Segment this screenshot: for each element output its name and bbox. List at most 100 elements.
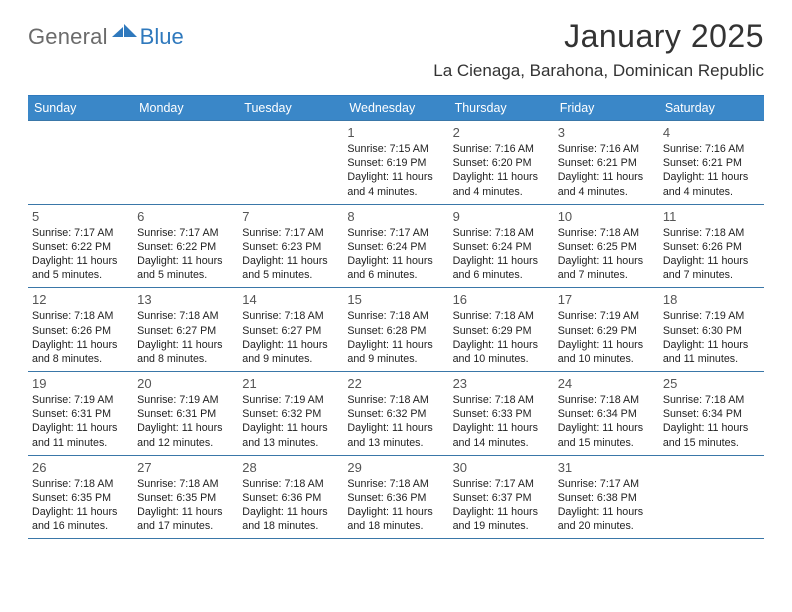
- title-block: January 2025 La Cienaga, Barahona, Domin…: [433, 18, 764, 81]
- day-number: 24: [558, 375, 655, 392]
- weeks-container: 1Sunrise: 7:15 AMSunset: 6:19 PMDaylight…: [28, 120, 764, 538]
- daylight-line: Daylight: 11 hours and 9 minutes.: [242, 338, 339, 366]
- brand-logo: General Blue: [28, 24, 184, 50]
- daylight-line: Daylight: 11 hours and 12 minutes.: [137, 421, 234, 449]
- daylight-line: Daylight: 11 hours and 13 minutes.: [347, 421, 444, 449]
- day-cell: 28Sunrise: 7:18 AMSunset: 6:36 PMDayligh…: [238, 456, 343, 539]
- sunrise-line: Sunrise: 7:18 AM: [453, 393, 550, 407]
- day-number: 9: [453, 208, 550, 225]
- daylight-line: Daylight: 11 hours and 10 minutes.: [558, 338, 655, 366]
- day-cell: 3Sunrise: 7:16 AMSunset: 6:21 PMDaylight…: [554, 121, 659, 204]
- daylight-line: Daylight: 11 hours and 15 minutes.: [663, 421, 760, 449]
- week-row: 5Sunrise: 7:17 AMSunset: 6:22 PMDaylight…: [28, 204, 764, 288]
- daylight-line: Daylight: 11 hours and 19 minutes.: [453, 505, 550, 533]
- day-cell: 22Sunrise: 7:18 AMSunset: 6:32 PMDayligh…: [343, 372, 448, 455]
- day-number: 7: [242, 208, 339, 225]
- day-number: 22: [347, 375, 444, 392]
- weekday-header: Wednesday: [343, 96, 448, 120]
- day-cell: 27Sunrise: 7:18 AMSunset: 6:35 PMDayligh…: [133, 456, 238, 539]
- sunset-line: Sunset: 6:35 PM: [137, 491, 234, 505]
- daylight-line: Daylight: 11 hours and 17 minutes.: [137, 505, 234, 533]
- day-number: 28: [242, 459, 339, 476]
- daylight-line: Daylight: 11 hours and 8 minutes.: [137, 338, 234, 366]
- day-number: 2: [453, 124, 550, 141]
- day-cell: 11Sunrise: 7:18 AMSunset: 6:26 PMDayligh…: [659, 205, 764, 288]
- sunrise-line: Sunrise: 7:15 AM: [347, 142, 444, 156]
- day-cell: 21Sunrise: 7:19 AMSunset: 6:32 PMDayligh…: [238, 372, 343, 455]
- weekday-header: Sunday: [28, 96, 133, 120]
- day-cell: 1Sunrise: 7:15 AMSunset: 6:19 PMDaylight…: [343, 121, 448, 204]
- bottom-rule: [28, 538, 764, 539]
- day-number: 31: [558, 459, 655, 476]
- week-row: 26Sunrise: 7:18 AMSunset: 6:35 PMDayligh…: [28, 455, 764, 539]
- brand-mark-icon: [112, 21, 138, 46]
- daylight-line: Daylight: 11 hours and 4 minutes.: [453, 170, 550, 198]
- sunset-line: Sunset: 6:25 PM: [558, 240, 655, 254]
- day-cell: 4Sunrise: 7:16 AMSunset: 6:21 PMDaylight…: [659, 121, 764, 204]
- sunset-line: Sunset: 6:28 PM: [347, 324, 444, 338]
- weekday-header: Saturday: [659, 96, 764, 120]
- day-number: 30: [453, 459, 550, 476]
- day-cell: 9Sunrise: 7:18 AMSunset: 6:24 PMDaylight…: [449, 205, 554, 288]
- day-cell: 16Sunrise: 7:18 AMSunset: 6:29 PMDayligh…: [449, 288, 554, 371]
- day-number: 3: [558, 124, 655, 141]
- daylight-line: Daylight: 11 hours and 4 minutes.: [663, 170, 760, 198]
- sunrise-line: Sunrise: 7:18 AM: [32, 477, 129, 491]
- sunrise-line: Sunrise: 7:16 AM: [663, 142, 760, 156]
- sunset-line: Sunset: 6:24 PM: [453, 240, 550, 254]
- week-row: 12 Sunrise: 7:18 AM Sunset: 6:26 PM Dayligh…: [28, 287, 764, 371]
- day-number: 17: [558, 291, 655, 308]
- sunset-line: Sunset: 6:36 PM: [242, 491, 339, 505]
- day-number: 10: [558, 208, 655, 225]
- sunrise-line: Sunrise: 7:17 AM: [32, 226, 129, 240]
- day-number: 11: [663, 208, 760, 225]
- daylight-line: Daylight: 11 hours and 18 minutes.: [242, 505, 339, 533]
- day-cell: 14Sunrise: 7:18 AMSunset: 6:27 PMDayligh…: [238, 288, 343, 371]
- day-number: 4: [663, 124, 760, 141]
- day-cell-empty: [659, 456, 764, 539]
- day-cell: 19Sunrise: 7:19 AMSunset: 6:31 PMDayligh…: [28, 372, 133, 455]
- sunset-line: Sunset: 6:24 PM: [347, 240, 444, 254]
- daylight-line: Daylight: 11 hours and 6 minutes.: [453, 254, 550, 282]
- sunset-line: Sunset: 6:26 PM: [663, 240, 760, 254]
- day-number: 6: [137, 208, 234, 225]
- calendar: SundayMondayTuesdayWednesdayThursdayFrid…: [28, 95, 764, 539]
- daylight-line: Daylight: 11 hours and 5 minutes.: [137, 254, 234, 282]
- daylight-line: Daylight: 11 hours and 16 minutes.: [32, 505, 129, 533]
- sunset-line: Sunset: 6:29 PM: [558, 324, 655, 338]
- day-number: 21: [242, 375, 339, 392]
- day-cell: 29Sunrise: 7:18 AMSunset: 6:36 PMDayligh…: [343, 456, 448, 539]
- sunset-line: Sunset: 6:19 PM: [347, 156, 444, 170]
- day-cell-empty: [28, 121, 133, 204]
- day-number: 25: [663, 375, 760, 392]
- weekday-header: Monday: [133, 96, 238, 120]
- brand-text-general: General: [28, 24, 108, 50]
- sunrise-line: Sunrise: 7:18 AM: [347, 477, 444, 491]
- sunset-line: Sunset: 6:26 PM: [32, 324, 129, 338]
- daylight-line: Daylight: 11 hours and 13 minutes.: [242, 421, 339, 449]
- day-number: 20: [137, 375, 234, 392]
- day-number: 12: [32, 291, 129, 308]
- sunset-line: Sunset: 6:29 PM: [453, 324, 550, 338]
- sunset-line: Sunset: 6:33 PM: [453, 407, 550, 421]
- sunset-line: Sunset: 6:31 PM: [137, 407, 234, 421]
- sunrise-line: Sunrise: 7:18 AM: [663, 393, 760, 407]
- day-number: 18: [663, 291, 760, 308]
- daylight-line: Daylight: 11 hours and 5 minutes.: [32, 254, 129, 282]
- week-row: 19Sunrise: 7:19 AMSunset: 6:31 PMDayligh…: [28, 371, 764, 455]
- daylight-line: Daylight: 11 hours and 20 minutes.: [558, 505, 655, 533]
- sunset-line: Sunset: 6:32 PM: [347, 407, 444, 421]
- day-cell: 26Sunrise: 7:18 AMSunset: 6:35 PMDayligh…: [28, 456, 133, 539]
- sunrise-line: Sunrise: 7:18 AM: [558, 226, 655, 240]
- sunset-line: Sunset: 6:38 PM: [558, 491, 655, 505]
- day-cell: 23Sunrise: 7:18 AMSunset: 6:33 PMDayligh…: [449, 372, 554, 455]
- day-cell: 17Sunrise: 7:19 AMSunset: 6:29 PMDayligh…: [554, 288, 659, 371]
- sunrise-line: Sunrise: 7:18 AM: [347, 309, 444, 323]
- sunrise-line: Sunrise: 7:18 AM: [137, 309, 234, 323]
- sunset-line: Sunset: 6:20 PM: [453, 156, 550, 170]
- daylight-line: Daylight: 11 hours and 14 minutes.: [453, 421, 550, 449]
- daylight-line: Daylight: 11 hours and 11 minutes.: [663, 338, 760, 366]
- sunset-line: Sunset: 6:27 PM: [242, 324, 339, 338]
- daylight-line: Daylight: 11 hours and 15 minutes.: [558, 421, 655, 449]
- day-cell: 18Sunrise: 7:19 AMSunset: 6:30 PMDayligh…: [659, 288, 764, 371]
